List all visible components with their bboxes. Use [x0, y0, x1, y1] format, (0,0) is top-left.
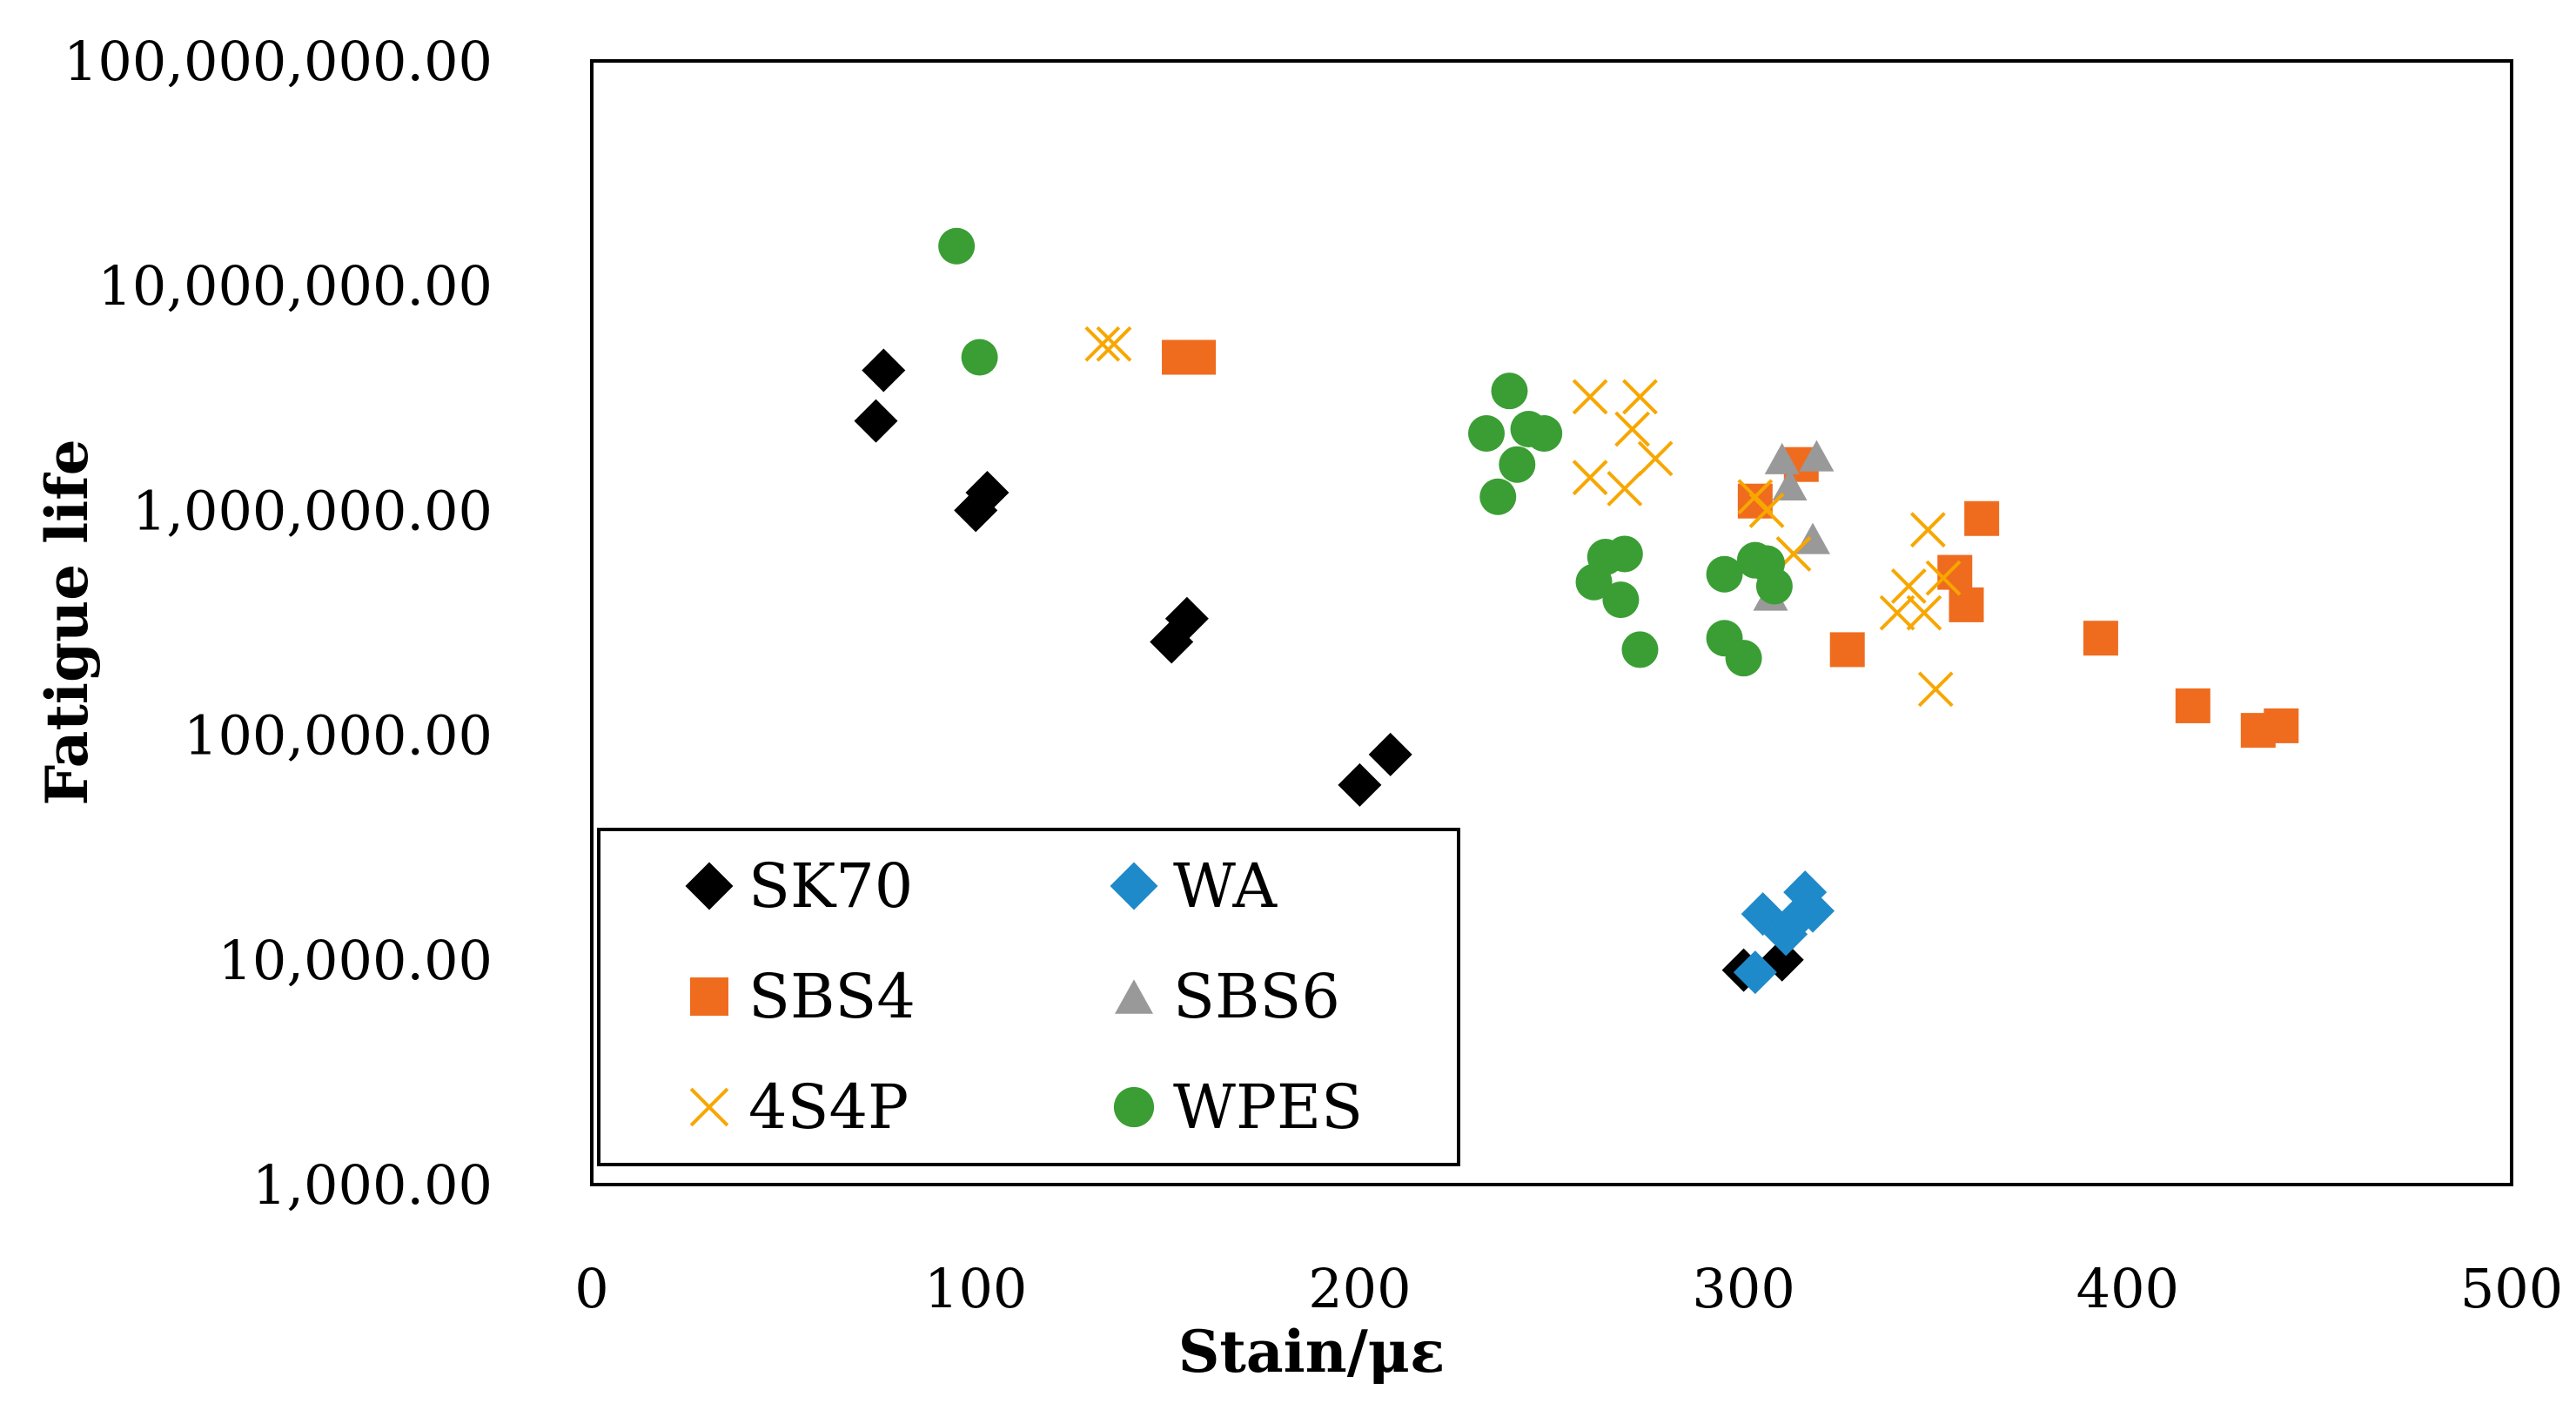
data-point — [862, 348, 906, 393]
data-point — [1964, 500, 2000, 536]
x-axis-title: Stain/με — [1178, 1318, 1446, 1386]
data-point — [1795, 522, 1831, 554]
data-point — [1764, 442, 1800, 474]
legend-label: SBS4 — [748, 961, 916, 1032]
y-tick-label: 10,000.00 — [218, 929, 493, 992]
data-point — [1096, 326, 1132, 362]
legend-marker — [689, 1087, 729, 1127]
series-wpes — [938, 227, 1793, 677]
legend: SK70 WA SBS4 SBS6 4S4P WPES — [597, 828, 1460, 1166]
data-point — [965, 470, 1010, 514]
data-point — [1479, 478, 1517, 515]
data-point — [1755, 567, 1793, 605]
data-point — [1917, 671, 1954, 708]
y-axis-title: Fatigue life — [33, 439, 101, 805]
data-point — [1621, 631, 1659, 668]
data-point — [1181, 339, 1217, 375]
data-point — [1733, 950, 1777, 995]
data-point — [1725, 640, 1762, 677]
data-point — [1748, 492, 1785, 528]
x-tick-label: 300 — [1692, 1257, 1794, 1320]
data-point — [1706, 555, 1743, 593]
x-tick-label: 500 — [2460, 1257, 2563, 1320]
data-point — [1906, 594, 1942, 631]
data-point — [961, 339, 998, 376]
data-point — [2264, 708, 2299, 743]
data-point — [1606, 535, 1643, 573]
legend-marker — [1113, 1086, 1155, 1128]
data-point — [1909, 512, 1946, 548]
plot-area-border — [590, 59, 2513, 1186]
data-point — [1467, 414, 1505, 452]
x-tick-label: 100 — [924, 1257, 1027, 1320]
y-tick-label: 1,000,000.00 — [132, 479, 493, 542]
data-point — [1572, 379, 1608, 415]
legend-label: SBS6 — [1173, 961, 1340, 1032]
data-point — [1949, 587, 1984, 622]
series-4s4p — [1084, 326, 1962, 708]
data-point — [854, 399, 898, 443]
legend-item-4s4p: 4S4P — [689, 1071, 909, 1143]
data-point — [1164, 596, 1209, 641]
data-point — [1607, 470, 1643, 507]
legend-box — [597, 828, 1460, 1166]
legend-label: WA — [1173, 850, 1278, 922]
legend-label: 4S4P — [748, 1071, 909, 1143]
data-point — [2083, 621, 2118, 656]
data-markers — [854, 227, 2299, 995]
data-point — [1925, 560, 1962, 596]
data-point — [1791, 889, 1835, 933]
data-point — [1890, 568, 1927, 604]
y-tick-label: 100,000.00 — [184, 704, 493, 768]
data-point — [1572, 460, 1608, 496]
x-tick-label: 400 — [2076, 1257, 2179, 1320]
legend-marker — [1115, 979, 1153, 1014]
data-point — [2175, 688, 2210, 723]
data-point — [1937, 554, 1973, 590]
legend-marker — [685, 862, 734, 910]
data-point — [1602, 581, 1640, 619]
legend-label: WPES — [1173, 1071, 1363, 1143]
legend-item-sk70: SK70 — [685, 850, 913, 922]
data-point — [1526, 414, 1563, 452]
data-point — [1772, 468, 1808, 500]
data-point — [1637, 440, 1674, 477]
data-point — [1799, 440, 1835, 472]
x-tick-label: 200 — [1308, 1257, 1411, 1320]
data-point — [1368, 732, 1412, 776]
y-axis-ticks: 1,000.00 10,000.00 100,000.00 1,000,000.00 1… — [64, 30, 493, 1217]
legend-item-wpes: WPES — [1113, 1071, 1363, 1143]
data-point — [1338, 762, 1382, 807]
data-point — [1622, 379, 1658, 415]
data-point — [1829, 632, 1865, 668]
data-point — [1879, 594, 1915, 631]
data-point — [1499, 446, 1536, 483]
series-wa — [1733, 870, 1835, 995]
legend-label: SK70 — [748, 850, 913, 922]
legend-item-sbs4: SBS4 — [690, 961, 916, 1032]
x-tick-label: 0 — [574, 1257, 608, 1320]
legend-marker — [690, 977, 728, 1016]
data-point — [1491, 373, 1528, 410]
legend-marker — [1110, 862, 1158, 910]
x-axis-ticks: 0 100 200 300 400 500 — [574, 1257, 2563, 1320]
data-point — [1614, 411, 1651, 447]
data-point — [1084, 326, 1121, 362]
data-point — [938, 227, 976, 265]
legend-item-sbs6: SBS6 — [1115, 961, 1340, 1032]
y-tick-label: 10,000,000.00 — [97, 254, 493, 318]
legend-item-wa: WA — [1110, 850, 1278, 922]
y-tick-label: 1,000.00 — [252, 1153, 493, 1217]
y-tick-label: 100,000,000.00 — [64, 30, 493, 93]
